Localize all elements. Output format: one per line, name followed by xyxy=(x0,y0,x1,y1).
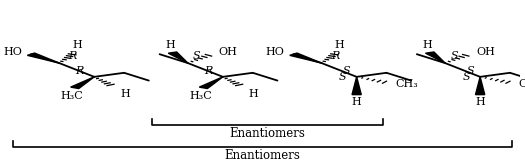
Polygon shape xyxy=(200,77,223,89)
Text: S: S xyxy=(343,66,351,76)
Text: H: H xyxy=(120,89,130,99)
Text: H: H xyxy=(249,89,258,99)
Polygon shape xyxy=(27,53,59,63)
Text: R: R xyxy=(204,66,213,76)
Text: H: H xyxy=(335,40,344,50)
Text: R: R xyxy=(69,51,77,61)
Text: H: H xyxy=(72,40,82,50)
Text: Enantiomers: Enantiomers xyxy=(225,149,300,162)
Text: S: S xyxy=(193,51,201,62)
Text: CH₃: CH₃ xyxy=(395,79,418,89)
Polygon shape xyxy=(71,77,94,89)
Text: S: S xyxy=(462,71,470,82)
Text: S: S xyxy=(466,66,474,76)
Text: H₃C: H₃C xyxy=(190,91,212,101)
Polygon shape xyxy=(425,52,445,63)
Polygon shape xyxy=(168,52,188,63)
Text: R: R xyxy=(76,66,84,76)
Text: OH: OH xyxy=(476,47,495,57)
Text: H: H xyxy=(422,40,432,50)
Text: S: S xyxy=(339,71,346,82)
Polygon shape xyxy=(476,77,485,95)
Polygon shape xyxy=(290,53,322,63)
Text: CH₃: CH₃ xyxy=(519,79,525,89)
Text: R: R xyxy=(331,51,339,61)
Text: H: H xyxy=(165,40,175,50)
Text: Enantiomers: Enantiomers xyxy=(230,127,306,140)
Text: S: S xyxy=(450,51,458,62)
Text: HO: HO xyxy=(3,47,22,57)
Text: OH: OH xyxy=(219,47,238,57)
Text: H₃C: H₃C xyxy=(61,91,83,101)
Polygon shape xyxy=(352,77,361,95)
Text: H: H xyxy=(475,97,485,107)
Text: HO: HO xyxy=(266,47,285,57)
Text: H: H xyxy=(352,97,362,107)
